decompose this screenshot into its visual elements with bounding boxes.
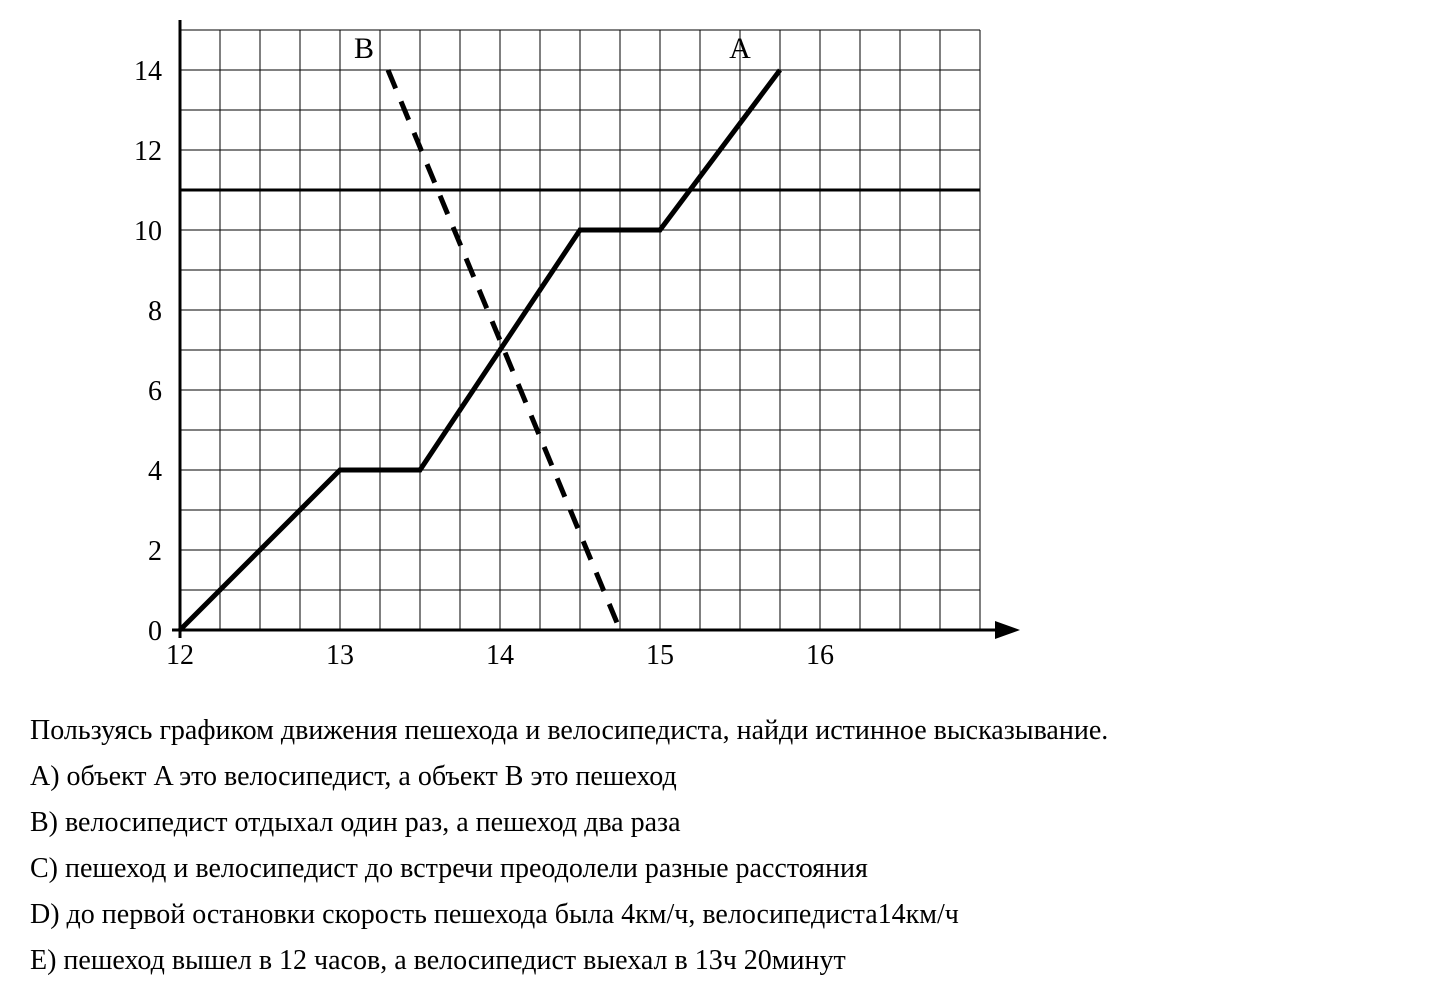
svg-text:14: 14 (134, 56, 162, 87)
svg-text:12: 12 (134, 136, 162, 167)
svg-text:0: 0 (148, 616, 162, 647)
svg-text:6: 6 (148, 376, 162, 407)
motion-chart: 0 2 4 6 8 10 12 14 12 13 14 15 16 S км A B (60, 20, 1060, 700)
svg-text:16: 16 (806, 640, 834, 671)
svg-text:8: 8 (148, 296, 162, 327)
svg-text:2: 2 (148, 536, 162, 567)
svg-text:10: 10 (134, 216, 162, 247)
svg-text:14: 14 (486, 640, 514, 671)
option-c: C) пешеход и велосипедист до встречи пре… (30, 848, 1405, 890)
svg-text:13: 13 (326, 640, 354, 671)
svg-text:12: 12 (166, 640, 194, 671)
svg-text:S км: S км (110, 20, 168, 22)
option-e: E) пешеход вышел в 12 часов, а велосипед… (30, 940, 1405, 982)
option-b: B) велосипедист отдыхал один раз, а пеше… (30, 802, 1405, 844)
page: 0 2 4 6 8 10 12 14 12 13 14 15 16 S км A B Пользуясь гр… (0, 0, 1435, 997)
svg-text:A: A (729, 32, 751, 65)
svg-text:B: B (354, 32, 374, 65)
svg-text:15: 15 (646, 640, 674, 671)
svg-text:4: 4 (148, 456, 162, 487)
chart-container: 0 2 4 6 8 10 12 14 12 13 14 15 16 S км A B (60, 20, 1060, 700)
question-prompt: Пользуясь графиком движения пешехода и в… (30, 710, 1405, 752)
option-d: D) до первой остановки скорость пешехода… (30, 894, 1405, 936)
question-block: Пользуясь графиком движения пешехода и в… (30, 710, 1405, 982)
option-a: A) объект A это велосипедист, а объект B… (30, 756, 1405, 798)
